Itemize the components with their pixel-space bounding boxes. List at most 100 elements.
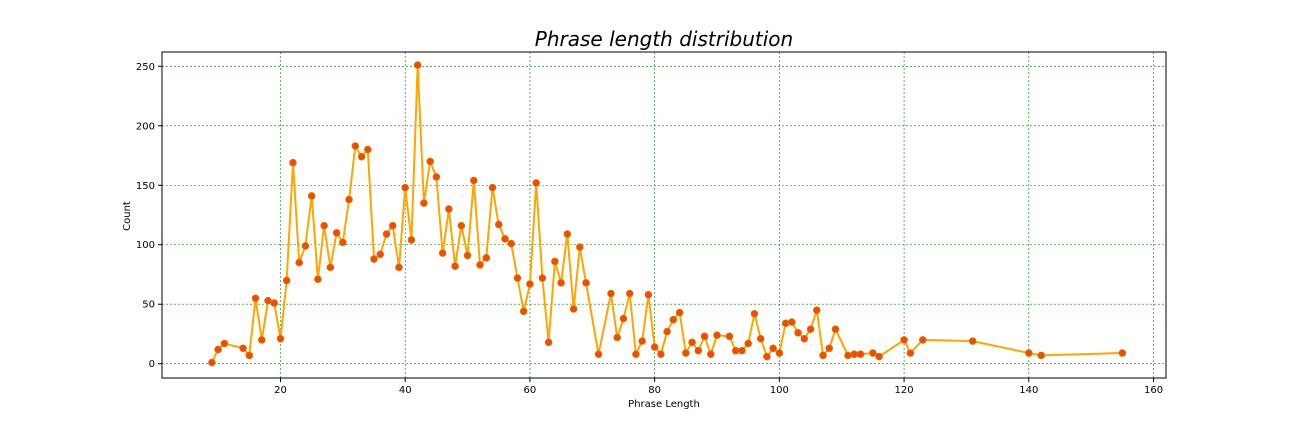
data-point: [282, 276, 291, 285]
data-point: [594, 350, 603, 359]
data-point: [432, 173, 441, 181]
data-point: [644, 290, 653, 299]
grid-lines: [162, 52, 1166, 378]
data-point: [694, 346, 703, 355]
data-point: [900, 336, 908, 344]
data-point: [619, 314, 628, 323]
data-point: [738, 346, 746, 355]
data-point: [239, 344, 247, 353]
data-point: [669, 315, 678, 324]
data-point: [788, 318, 796, 326]
x-tick-label: 40: [399, 385, 412, 396]
data-point: [245, 351, 254, 360]
series-line: [210, 64, 1123, 363]
y-tick-label: 0: [149, 359, 155, 370]
data-point: [657, 350, 665, 359]
data-point: [476, 261, 484, 269]
data-point: [632, 350, 640, 359]
data-point: [688, 338, 696, 347]
data-point: [345, 195, 353, 204]
data-point: [382, 230, 391, 238]
data-point-markers: [208, 61, 1127, 367]
y-tick-label: 200: [136, 121, 155, 132]
y-axis-ticks: 0 50 100 150 200 250: [136, 62, 162, 370]
data-point: [663, 327, 671, 336]
data-point: [812, 306, 821, 314]
data-point: [295, 258, 303, 267]
data-point: [544, 338, 553, 347]
data-point: [395, 263, 403, 272]
data-point: [513, 274, 522, 282]
data-point: [526, 280, 534, 288]
data-point: [326, 263, 335, 272]
data-point: [800, 334, 809, 343]
data-point: [582, 279, 590, 287]
data-point: [625, 289, 634, 298]
data-point: [363, 145, 372, 154]
data-point: [682, 349, 690, 357]
data-point: [451, 262, 459, 270]
data-point: [869, 349, 877, 357]
y-tick-label: 50: [142, 300, 155, 311]
data-point: [775, 349, 784, 357]
data-point: [426, 157, 434, 166]
data-point: [750, 309, 759, 318]
data-point: [819, 351, 827, 360]
x-tick-label: 20: [274, 385, 287, 396]
data-point: [557, 279, 565, 287]
data-point: [270, 299, 279, 307]
data-point: [844, 351, 852, 360]
data-point: [769, 344, 777, 353]
x-tick-label: 60: [524, 385, 537, 396]
data-point: [320, 221, 328, 230]
data-point: [806, 325, 815, 334]
data-point: [214, 345, 222, 354]
data-point: [725, 332, 734, 341]
data-point: [569, 305, 578, 313]
data-point: [208, 358, 216, 367]
data-point: [875, 352, 883, 361]
data-point: [1037, 351, 1046, 360]
data-point: [906, 349, 915, 357]
data-point: [482, 254, 491, 262]
data-point: [713, 331, 721, 339]
data-point: [351, 142, 360, 150]
data-point: [831, 325, 840, 334]
data-point: [438, 249, 447, 257]
data-point: [276, 334, 285, 343]
data-point: [501, 234, 509, 243]
data-point: [794, 328, 802, 337]
data-point: [576, 243, 584, 251]
data-point: [494, 220, 503, 229]
data-point: [968, 337, 977, 345]
x-tick-label: 100: [770, 385, 789, 396]
data-point: [357, 152, 366, 161]
data-point: [301, 242, 310, 250]
data-point: [551, 257, 559, 266]
data-point: [1025, 349, 1033, 357]
data-point: [563, 230, 572, 238]
data-point: [519, 307, 528, 316]
data-point: [289, 158, 297, 167]
data-point: [850, 350, 858, 359]
data-point: [918, 336, 927, 344]
data-point: [251, 294, 260, 303]
x-axis-ticks: 20 40 60 80 100 120 140 160: [274, 378, 1163, 396]
x-axis-label: Phrase Length: [628, 399, 700, 410]
x-tick-label: 140: [1019, 385, 1038, 396]
data-point: [445, 205, 453, 213]
data-point: [638, 337, 646, 345]
data-point: [731, 346, 740, 355]
data-point: [744, 339, 752, 348]
series-line-group: [210, 64, 1123, 363]
y-tick-label: 250: [136, 62, 155, 73]
data-point: [332, 229, 341, 237]
data-point: [532, 179, 540, 187]
data-point: [376, 250, 385, 259]
data-point: [314, 275, 322, 284]
data-point: [264, 296, 272, 305]
data-point: [488, 183, 497, 192]
data-point: [650, 343, 659, 351]
x-tick-label: 80: [648, 385, 661, 396]
